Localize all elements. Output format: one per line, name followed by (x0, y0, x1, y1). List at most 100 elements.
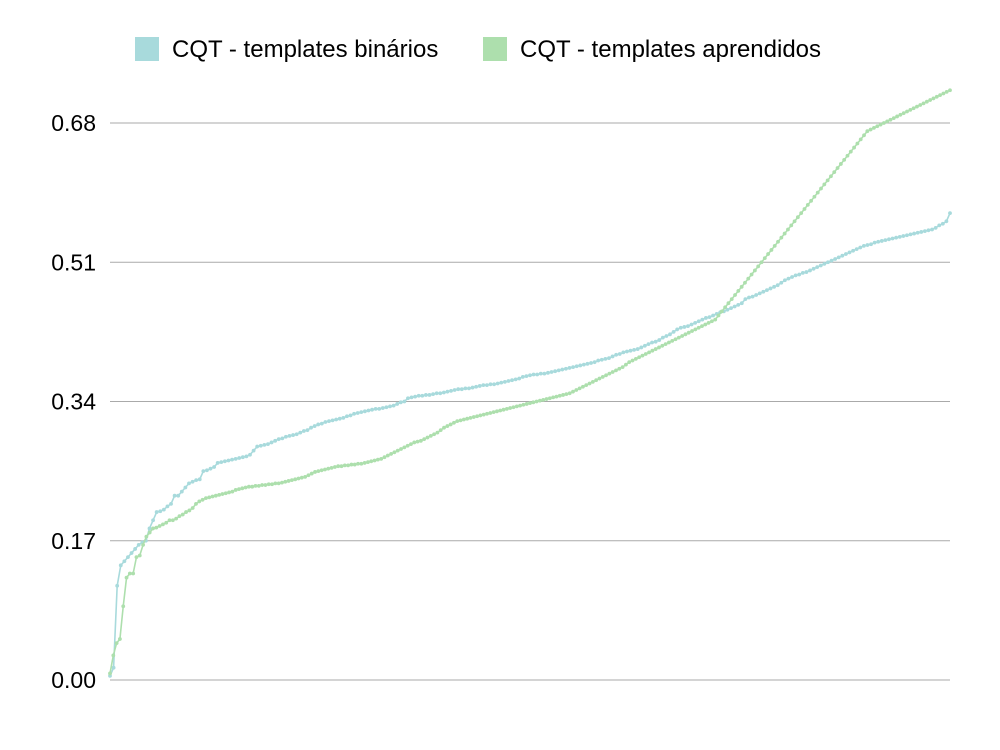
data-point (610, 354, 615, 359)
data-point (502, 379, 507, 384)
data-point (481, 412, 486, 417)
legend-swatch-series-1 (483, 37, 507, 61)
data-point (495, 381, 500, 386)
data-point (726, 301, 731, 306)
data-point (369, 459, 374, 464)
data-point (581, 384, 585, 389)
data-point (944, 219, 949, 224)
data-point (305, 428, 310, 433)
data-point (628, 348, 633, 353)
data-point (286, 479, 291, 483)
data-point (700, 324, 704, 329)
data-point (309, 425, 313, 430)
data-point (111, 665, 116, 670)
data-point (761, 289, 766, 294)
data-point (380, 406, 385, 410)
data-point (263, 483, 268, 487)
data-point (736, 289, 741, 293)
data-point (498, 408, 503, 413)
data-point (296, 476, 301, 481)
data-point (709, 319, 714, 324)
legend-swatch-series-0 (135, 37, 159, 61)
data-point (776, 239, 780, 244)
data-point (210, 494, 215, 499)
data-point (557, 393, 562, 398)
data-point (653, 339, 658, 344)
data-point (372, 458, 377, 463)
data-point (544, 397, 549, 401)
data-point (276, 481, 281, 486)
data-point (825, 178, 830, 183)
data-point (625, 349, 629, 354)
data-point (517, 376, 522, 381)
data-point (164, 520, 169, 525)
data-point (861, 243, 866, 248)
data-point (667, 340, 671, 345)
data-point (822, 182, 827, 187)
data-point (795, 215, 800, 220)
data-point (739, 301, 744, 306)
data-point (200, 497, 205, 502)
data-point (510, 378, 514, 383)
data-point (682, 325, 687, 329)
data-point (405, 443, 410, 448)
data-point (607, 356, 611, 360)
data-point (599, 357, 604, 362)
data-point (391, 403, 396, 408)
data-point (584, 383, 589, 388)
data-point (603, 357, 608, 361)
data-point (918, 103, 923, 107)
data-point (255, 444, 260, 449)
data-point (842, 157, 847, 162)
data-point (868, 127, 873, 132)
data-point (141, 542, 145, 547)
data-point (792, 219, 797, 224)
data-point (334, 417, 339, 422)
data-point (704, 316, 708, 320)
data-point (617, 352, 622, 356)
data-point (690, 329, 694, 333)
data-point (793, 273, 798, 278)
data-point (865, 129, 870, 134)
data-point (696, 325, 701, 330)
data-point (908, 107, 913, 112)
data-point (696, 319, 701, 324)
data-point (247, 484, 251, 489)
data-point (506, 379, 511, 383)
data-point (637, 355, 642, 360)
data-point (531, 372, 536, 377)
data-point (377, 406, 382, 411)
data-point (395, 448, 400, 453)
data-point (348, 413, 353, 418)
data-point (412, 440, 417, 445)
data-point (624, 362, 628, 367)
data-point (402, 399, 407, 404)
data-point (564, 366, 568, 371)
data-point (733, 293, 737, 297)
data-point (398, 400, 403, 405)
data-point (465, 416, 470, 421)
data-point (169, 501, 173, 506)
data-point (811, 266, 816, 271)
data-point (481, 383, 486, 388)
data-point (370, 407, 374, 412)
data-point (179, 489, 184, 494)
data-point (693, 320, 698, 325)
data-point (535, 372, 540, 377)
data-point (786, 276, 791, 281)
data-point (700, 317, 705, 322)
y-axis-tick-labels: 0.00 0.17 0.34 0.51 0.68 (51, 110, 96, 693)
data-point (432, 432, 436, 437)
data-point (768, 286, 773, 291)
data-point (944, 89, 949, 94)
data-point (703, 322, 708, 327)
data-point (743, 280, 747, 285)
data-point (379, 456, 384, 461)
data-point (542, 371, 547, 376)
data-point (470, 385, 475, 390)
data-point (922, 229, 927, 234)
data-point (284, 434, 288, 439)
data-point (883, 238, 888, 243)
